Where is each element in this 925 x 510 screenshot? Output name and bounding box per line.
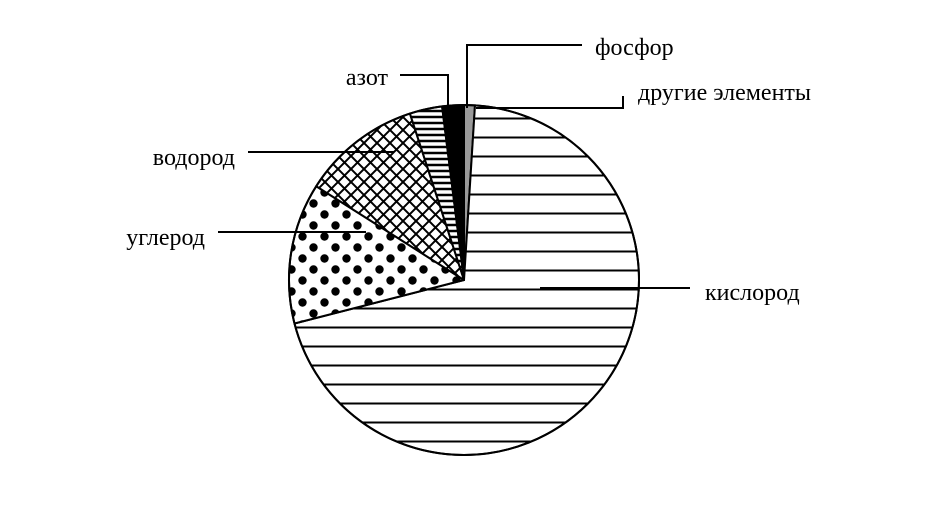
label-other_elements: другие элементы	[638, 80, 811, 106]
leader-nitrogen	[400, 75, 448, 108]
pie-chart: другие элементы кислород углерод водород азо…	[0, 0, 925, 510]
leader-other_elements	[476, 96, 623, 108]
label-oxygen: кислород	[705, 280, 800, 306]
label-phosphorus: фосфор	[595, 35, 674, 61]
label-carbon: углерод	[126, 225, 205, 251]
label-hydrogen: водород	[153, 145, 235, 171]
label-nitrogen: азот	[346, 65, 389, 91]
leader-phosphorus	[467, 45, 582, 108]
